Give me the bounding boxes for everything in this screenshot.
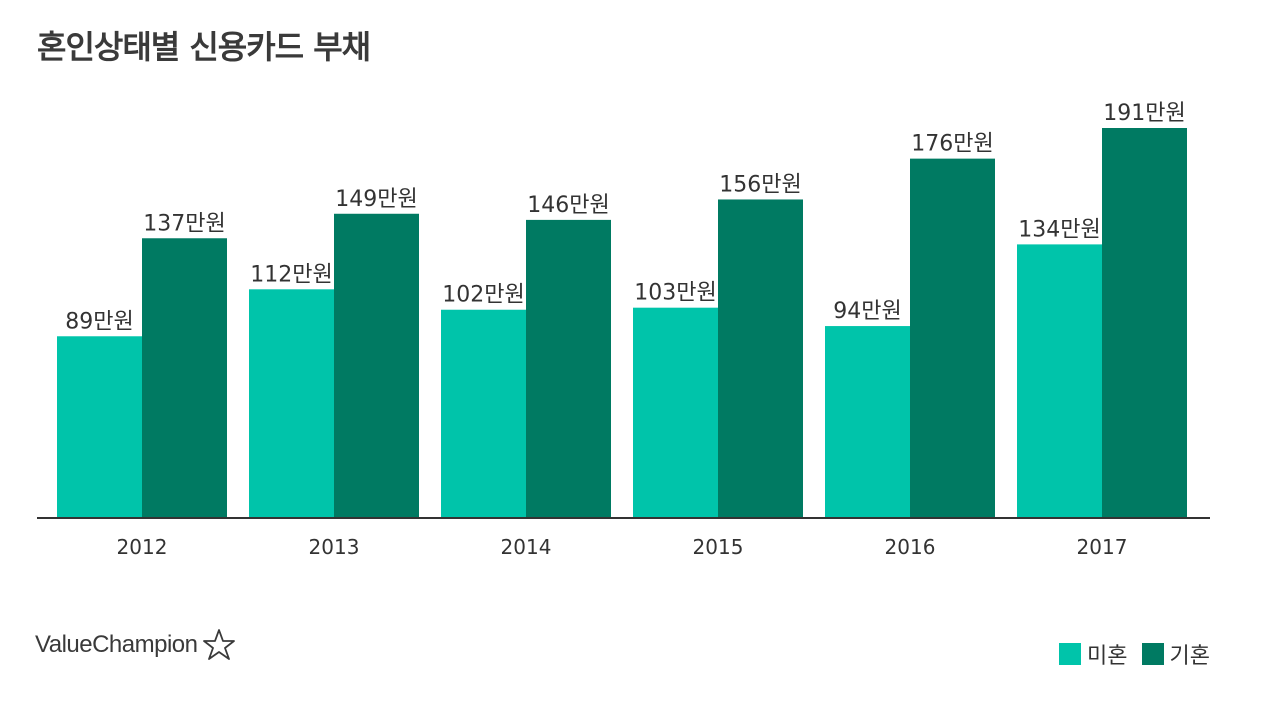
data-label-single-2015: 103만원 — [634, 281, 716, 306]
legend-swatch — [1059, 643, 1082, 665]
x-tick-label-2012: 2012 — [117, 535, 168, 559]
x-tick-label-2013: 2013 — [309, 535, 360, 559]
data-label-married-2012: 137만원 — [143, 211, 225, 236]
bar-married-2016 — [910, 158, 995, 518]
x-tick-label-2015: 2015 — [693, 535, 744, 559]
chart-title: 혼인상태별 신용카드 부채 — [37, 28, 371, 66]
bar-married-2014 — [526, 219, 611, 518]
bar-single-2015 — [633, 307, 718, 518]
bar-married-2017 — [1102, 128, 1187, 518]
data-label-single-2013: 112만원 — [250, 262, 332, 287]
data-label-married-2015: 156만원 — [719, 172, 801, 197]
logo-text: ValueChampion — [35, 631, 198, 658]
bar-single-2017 — [1017, 244, 1102, 518]
data-label-married-2014: 146만원 — [527, 193, 609, 218]
x-tick-label-2016: 2016 — [885, 535, 936, 559]
bar-single-2016 — [825, 326, 910, 518]
data-label-married-2016: 176만원 — [911, 132, 993, 157]
x-tick-label-2014: 2014 — [501, 535, 552, 559]
legend-swatch — [1141, 643, 1164, 665]
data-label-single-2012: 89만원 — [65, 309, 133, 334]
brand-logo: ValueChampion — [35, 628, 236, 662]
bar-single-2013 — [249, 289, 334, 518]
legend-label: 기혼 — [1169, 644, 1210, 669]
bar-single-2012 — [57, 336, 142, 518]
data-label-married-2017: 191만원 — [1103, 101, 1185, 126]
data-label-married-2013: 149만원 — [335, 187, 417, 212]
data-label-single-2016: 94만원 — [833, 299, 901, 324]
bar-single-2014 — [441, 309, 526, 518]
legend-item-single: 미혼 — [1059, 638, 1128, 670]
legend-label: 미혼 — [1087, 644, 1128, 669]
legend-item-married: 기혼 — [1141, 638, 1210, 670]
bar-married-2013 — [334, 213, 419, 518]
x-tick-label-2017: 2017 — [1077, 535, 1128, 559]
bars-group — [57, 128, 1187, 518]
legend: 미혼 기혼 — [1045, 638, 1210, 670]
bar-labels-group: 89만원 137만원 112만원 149만원 102만원 146만원 103만원 156만원 9… — [65, 101, 1185, 334]
x-tick-labels-group: 2012 2013 2014 2015 2016 2017 — [117, 535, 1128, 559]
data-label-single-2017: 134만원 — [1018, 217, 1100, 242]
bar-chart: 89만원 137만원 112만원 149만원 102만원 146만원 103만원 156만원 9… — [37, 101, 1210, 559]
bar-married-2015 — [718, 199, 803, 518]
star-outline-icon — [202, 629, 235, 660]
data-label-single-2014: 102만원 — [442, 283, 524, 308]
bar-married-2012 — [142, 238, 227, 518]
